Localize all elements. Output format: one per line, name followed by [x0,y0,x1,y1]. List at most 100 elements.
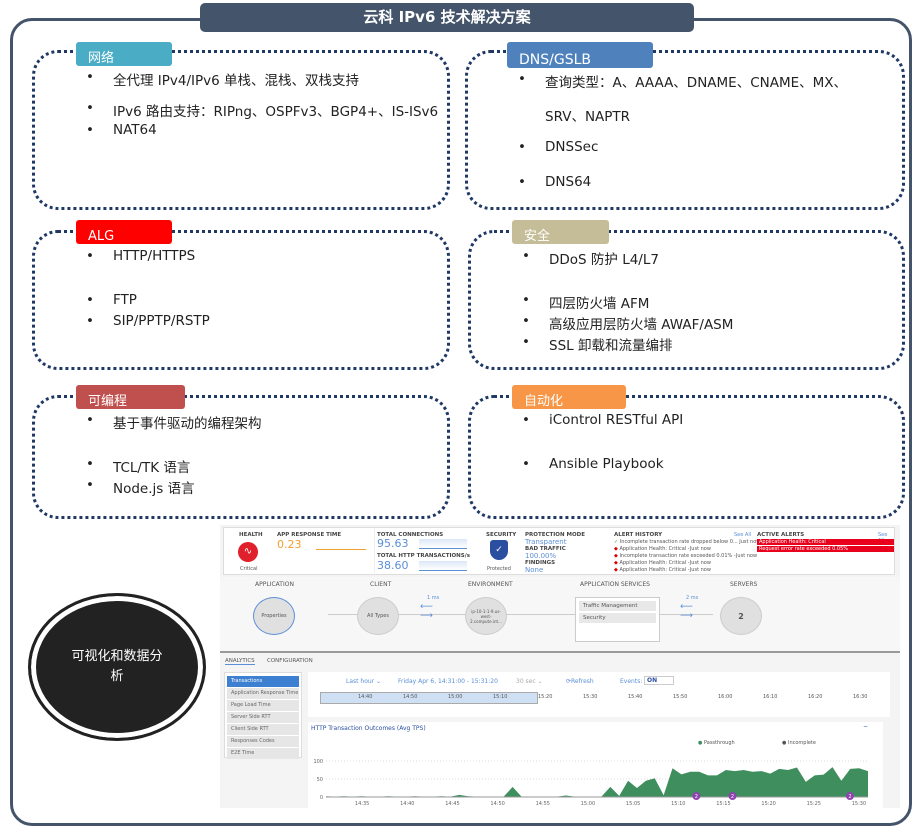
app-services-box: Traffic Management Security [575,597,660,642]
time-window: Friday Apr 6, 14:31:00 - 15:31:20 [398,678,498,685]
nav-server-side-rtt[interactable]: Server Side RTT [227,712,299,723]
shield-check-icon: ✓ [490,540,508,560]
legend-incomplete: ● Incomplete [782,740,816,746]
http-transactions-value: 38.60 [377,559,409,572]
timeline-ticks: 14:40 14:50 15:00 15:10 15:20 15:30 15:40 15:50… [308,694,890,702]
list-item: • IPv6 路由支持：RIPng、OSPFv3、BGP4+、IS-ISv6 [86,100,439,120]
health-label: HEALTH [239,532,263,538]
timeline-tick: 16:30 [853,694,868,700]
event-marker-count: 2 [731,794,734,800]
timeline-tick: 16:10 [763,694,778,700]
x-tick-label: 14:35 [355,801,369,807]
app-services-heading: APPLICATION SERVICES [580,581,650,588]
findings-label: FINDINGS [525,560,556,566]
bidirectional-arrows-icon: ⟵ ⟶ [420,602,433,621]
list-item: • 四层防火墙 AFM [522,292,650,312]
x-tick-label: 15:10 [671,801,685,807]
findings-value: None [525,566,544,574]
list-item: • HTTP/HTTPS [86,248,196,264]
timeline-tick: 16:00 [718,694,733,700]
y-tick-label: 100 [313,759,323,765]
summary-bar: HEALTH ∿ Critical APP RESPONSE TIME 0.23… [223,527,895,576]
security-label: 安全 [512,220,609,244]
alert-history-list: ✓ Incomplete transaction rate dropped be… [614,539,760,574]
security-status: Protected [487,566,511,572]
x-tick-label: 14:45 [445,801,459,807]
x-tick-label: 14:55 [536,801,550,807]
servers-node[interactable]: 2 [720,597,762,635]
client-latency: 1 ms [427,595,440,601]
alert-history-see-all[interactable]: See All [734,532,752,538]
list-item: • 全代理 IPv4/IPv6 单栈、混栈、双栈支持 [86,69,360,89]
timeline-tick: 14:50 [403,694,418,700]
nav-page-load-time[interactable]: Page Load Time [227,700,299,711]
event-marker [728,792,737,800]
alert-item: ◆ Application Health: Critical -Just now [614,567,711,573]
connections-value: 95.63 [377,537,409,550]
app-response-label: APP RESPONSE TIME [277,532,342,538]
bidirectional-arrows-icon: ⟵ ⟶ [680,602,693,621]
refresh-button[interactable]: ⟳Refresh [566,678,594,685]
interval-select[interactable]: 30 sec ⌄ [516,678,543,685]
timeline-tick: 15:00 [448,694,463,700]
tab-analytics[interactable]: ANALYTICS [225,658,255,665]
x-tick-label: 15:15 [716,801,730,807]
flow-line [328,614,578,615]
divider [374,528,375,576]
x-tick-label: 15:30 [852,801,866,807]
time-toolbar: Last hour ⌄ Friday Apr 6, 14:31:00 - 15:… [308,672,890,717]
events-toggle[interactable]: ON [644,676,674,685]
nav-client-side-rtt[interactable]: Client Side RTT [227,724,299,735]
active-alerts-label: ACTIVE ALERTS [757,532,805,538]
client-node[interactable]: All Types [357,597,399,635]
chart-panel: HTTP Transaction Outcomes (Avg TPS) − ● … [308,722,883,808]
protection-mode-value: Transparent [525,538,567,546]
nav-transactions[interactable]: Transactions [227,676,299,687]
area-chart: 0 50 100 14:35 14:40 14:45 14:50 14:55 15:00 15:0… [313,759,868,807]
service-traffic-management[interactable]: Traffic Management [579,601,656,611]
collapse-icon[interactable]: − [863,723,869,730]
timeline-tick: 14:40 [358,694,373,700]
nav-e2e-time[interactable]: E2E Time [227,748,299,759]
list-item: • DDoS 防护 L4/L7 [522,248,659,268]
client-heading: CLIENT [370,581,392,588]
tab-configuration[interactable]: CONFIGURATION [267,658,313,664]
bad-traffic-value: 100.00% [525,552,557,560]
environment-heading: ENVIRONMENT [468,581,513,588]
environment-node[interactable]: ip-10-1-1-9.us-west-2.compute.int... [465,597,507,635]
active-alert[interactable]: Request error rate exceeded 0.05% [757,546,894,552]
connections-sparkline [419,539,467,549]
nav-response-codes[interactable]: Responses Codes [227,736,299,747]
app-flow: APPLICATION Properties CLIENT All Types … [220,577,900,653]
app-response-value: 0.23 [277,538,302,551]
bad-traffic-label: BAD TRAFFIC [525,546,566,552]
application-heading: APPLICATION [255,581,294,588]
programmable-label: 可编程 [76,385,185,409]
http-transactions-label: TOTAL HTTP TRANSACTIONS/s [377,553,471,559]
list-item: • DNSSec [518,139,599,155]
list-item: • iControl RESTful API [522,412,684,428]
http-sparkline [419,561,467,571]
dns-label: DNS/GSLB [507,42,653,68]
timeline-tick: 15:20 [538,694,553,700]
active-alert[interactable]: Application Health: Critical [757,539,894,545]
range-select[interactable]: Last hour ⌄ [346,678,382,685]
service-security[interactable]: Security [579,613,656,623]
health-status: Critical [240,566,258,572]
nav-app-response-time[interactable]: Application Response Time [227,688,299,699]
timeline-selection[interactable] [320,692,538,704]
event-marker [845,792,854,800]
slide-title: 云科 IPv6 技术解决方案 [200,3,694,32]
dns-box [465,50,905,210]
events-label: Events: [620,678,643,685]
properties-node[interactable]: Properties [253,597,295,635]
programmable-box [32,395,450,519]
network-box [32,50,450,210]
list-item: • SSL 卸载和流量编排 [522,334,673,354]
network-label: 网络 [76,42,172,66]
list-item: • FTP [86,292,137,308]
alert-item: ◆ Application Health: Critical -Just now [614,546,711,552]
y-tick-label: 0 [320,795,323,801]
x-tick-label: 15:25 [807,801,821,807]
list-item: • NAT64 [86,122,157,138]
